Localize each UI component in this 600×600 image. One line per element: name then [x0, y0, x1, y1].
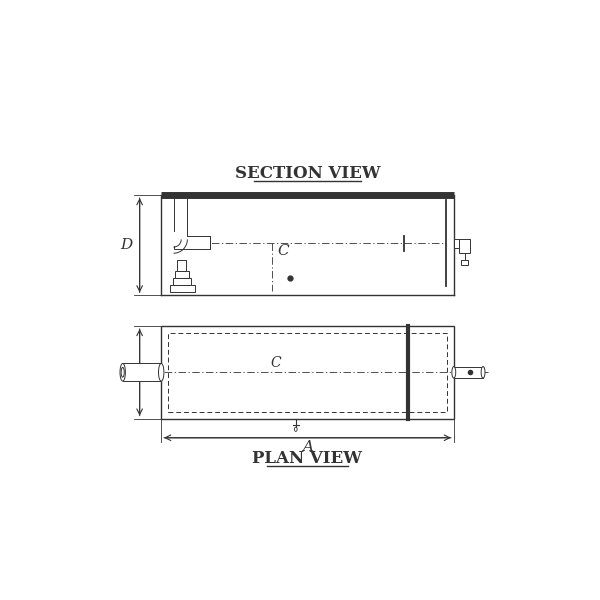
Bar	[170, 285, 195, 292]
Bar	[173, 236, 210, 250]
Bar	[454, 367, 483, 378]
Bar	[161, 326, 454, 419]
Ellipse shape	[481, 367, 485, 378]
Bar	[173, 232, 187, 247]
Text: C: C	[278, 244, 289, 258]
Ellipse shape	[120, 364, 125, 381]
Bar	[176, 260, 186, 271]
Bar	[461, 260, 469, 265]
Text: SECTION VIEW: SECTION VIEW	[235, 165, 380, 182]
Text: D: D	[121, 238, 133, 252]
Bar	[123, 364, 161, 381]
Ellipse shape	[295, 427, 297, 431]
Ellipse shape	[158, 364, 164, 381]
Bar	[175, 271, 189, 278]
Text: B: B	[121, 365, 132, 379]
Bar	[168, 333, 447, 412]
Bar	[454, 239, 459, 248]
Text: PLAN VIEW: PLAN VIEW	[253, 450, 362, 467]
Bar	[173, 198, 187, 239]
Text: A: A	[302, 440, 313, 454]
Ellipse shape	[452, 367, 456, 378]
Text: C: C	[270, 356, 281, 370]
Bar	[459, 239, 470, 253]
Bar	[173, 278, 191, 285]
